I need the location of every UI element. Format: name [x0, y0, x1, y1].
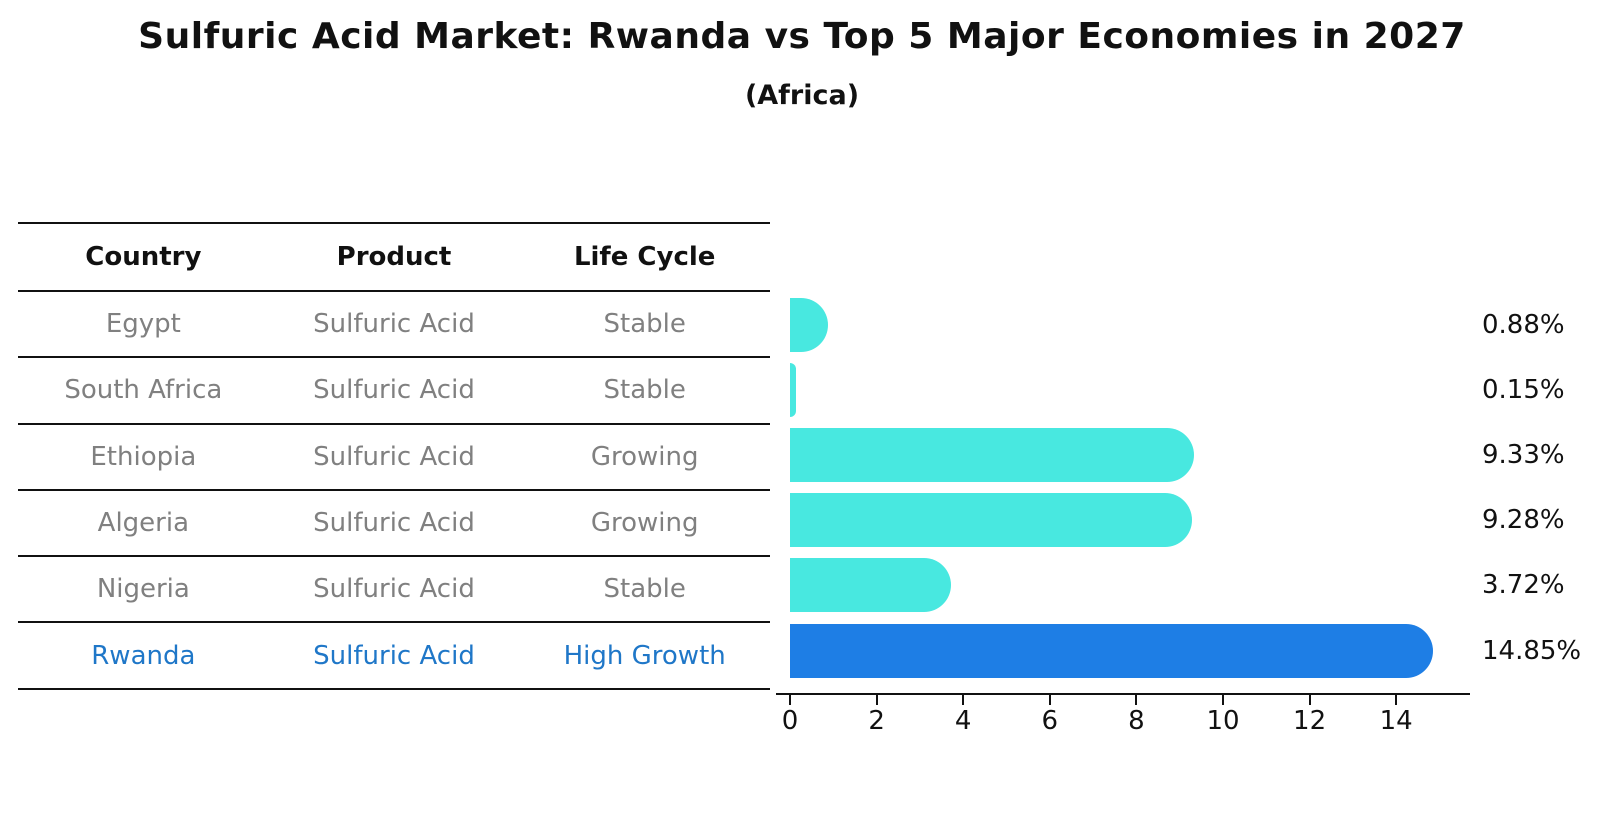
table-cell-product: Sulfuric Acid — [313, 309, 475, 340]
table-row: Nigeria Sulfuric Acid Stable — [18, 557, 770, 624]
chart-subtitle: (Africa) — [744, 80, 860, 111]
x-axis-tick-label: 12 — [1293, 706, 1327, 736]
bar-value-label: 0.15% — [1482, 375, 1565, 406]
table-row: South Africa Sulfuric Acid Stable — [18, 358, 770, 425]
table-cell-life-cycle: Stable — [603, 309, 686, 340]
x-axis-tick-label: 4 — [954, 706, 972, 736]
x-axis-tick-label: 10 — [1206, 706, 1240, 736]
x-axis — [776, 693, 1470, 695]
x-axis-tick-label: 6 — [1041, 706, 1059, 736]
table-row: Rwanda Sulfuric Acid High Growth — [18, 623, 770, 690]
table-cell-country: Ethiopia — [90, 441, 197, 472]
table-cell-country: Nigeria — [96, 574, 190, 605]
table-cell-country: Algeria — [97, 508, 190, 539]
x-axis-tick-label: 8 — [1128, 706, 1145, 736]
bar-value-label: 9.33% — [1482, 440, 1565, 471]
x-axis-tick — [789, 695, 791, 705]
bar-egypt — [790, 298, 829, 352]
x-axis-tick-label: 2 — [868, 706, 885, 736]
bar-value-label: 3.72% — [1482, 570, 1565, 601]
bar-rwanda — [790, 623, 1433, 678]
table-cell-product: Sulfuric Acid — [313, 441, 475, 472]
bar-nigeria — [790, 558, 952, 613]
x-axis-tick — [962, 695, 965, 705]
x-axis-tick-label: 0 — [781, 706, 799, 736]
table-header-row: Country Product Life Cycle — [18, 224, 770, 292]
table-cell-product: Sulfuric Acid — [313, 375, 475, 406]
bar-south-africa — [790, 363, 797, 418]
x-axis-tick — [1308, 695, 1311, 705]
table-row: Egypt Sulfuric Acid Stable — [18, 292, 770, 359]
table-cell-country: Rwanda — [91, 640, 196, 671]
table-header-cell: Life Cycle — [573, 242, 716, 272]
table-cell-life-cycle: Growing — [590, 508, 699, 539]
country-table: Country Product Life Cycle Egypt Sulfuric Ac… — [18, 222, 770, 690]
x-axis-tick — [1048, 695, 1051, 705]
table-cell-product: Sulfuric Acid — [313, 640, 475, 671]
bar-ethiopia — [790, 428, 1194, 483]
table-cell-life-cycle: Growing — [590, 441, 699, 472]
table-header-cell: Product — [336, 242, 452, 272]
x-axis-tick — [875, 695, 878, 705]
table-row: Algeria Sulfuric Acid Growing — [18, 491, 770, 558]
table-cell-country: South Africa — [64, 375, 223, 406]
x-axis-tick — [1222, 695, 1224, 705]
bar-value-label: 0.88% — [1482, 310, 1565, 340]
table-cell-life-cycle: High Growth — [563, 640, 726, 671]
table-cell-life-cycle: Stable — [603, 574, 686, 605]
table-cell-life-cycle: Stable — [603, 375, 686, 406]
bar-value-label: 9.28% — [1482, 505, 1565, 536]
chart-title: Sulfuric Acid Market: Rwanda vs Top 5 Ma… — [138, 16, 1466, 57]
x-axis-tick — [1395, 695, 1398, 705]
table-cell-country: Egypt — [105, 309, 181, 340]
table-cell-product: Sulfuric Acid — [313, 508, 475, 539]
bar-value-label: 14.85% — [1482, 635, 1582, 666]
x-axis-tick — [1135, 695, 1138, 705]
table-header-cell: Country — [85, 242, 202, 272]
table-row: Ethiopia Sulfuric Acid Growing — [18, 425, 770, 491]
table-cell-product: Sulfuric Acid — [313, 574, 475, 605]
x-axis-tick-label: 14 — [1379, 706, 1413, 736]
bar-algeria — [790, 493, 1192, 548]
